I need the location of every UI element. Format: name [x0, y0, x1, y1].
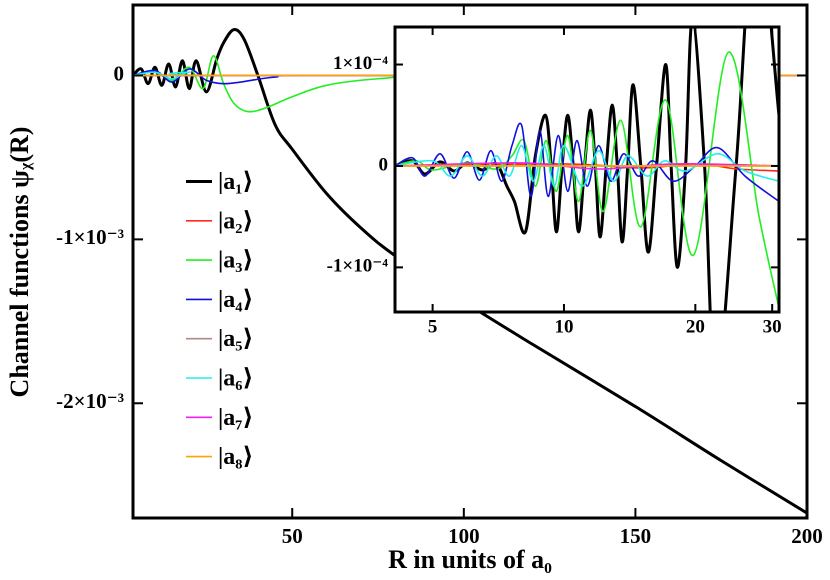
plot-frame — [131, 3, 809, 520]
x-tick-label: 5 — [428, 316, 438, 337]
legend-label: |a₄⟩ — [218, 287, 253, 313]
x-tick-label: 150 — [620, 524, 652, 548]
y-tick-label: -1×10⁻³ — [56, 225, 124, 249]
legend-label: |a₈⟩ — [218, 444, 253, 470]
plot-frame — [393, 25, 781, 314]
legend-label: |a₃⟩ — [218, 248, 253, 274]
series-line — [133, 28, 807, 515]
x-tick-label: 50 — [282, 524, 303, 548]
x-tick-label: 10 — [554, 316, 573, 337]
y-tick-label: -1×10⁻⁴ — [327, 256, 389, 277]
legend-label: |a₂⟩ — [218, 208, 253, 234]
y-tick-label: 1×10⁻⁴ — [333, 53, 388, 74]
series-line — [395, 162, 779, 170]
x-tick-label: 20 — [686, 316, 705, 337]
y-tick-label: 0 — [114, 61, 125, 85]
x-tick-label: 100 — [448, 524, 480, 548]
plot-area — [395, 27, 779, 312]
x-tick-label: 30 — [763, 316, 782, 337]
y-tick-label: 0 — [379, 154, 389, 175]
legend-label: |a₅⟩ — [218, 326, 253, 352]
legend-label: |a₇⟩ — [218, 405, 253, 431]
y-tick-label: -2×10⁻³ — [56, 389, 124, 413]
legend-label: |a₁⟩ — [218, 169, 253, 195]
series-line — [395, 27, 779, 312]
x-tick-label: 200 — [791, 524, 823, 548]
y-axis-label: Channel functions ψᵪ(R) — [5, 127, 34, 398]
x-axis-label: R in units of a₀ — [388, 545, 552, 574]
legend-label: |a₆⟩ — [218, 366, 253, 392]
